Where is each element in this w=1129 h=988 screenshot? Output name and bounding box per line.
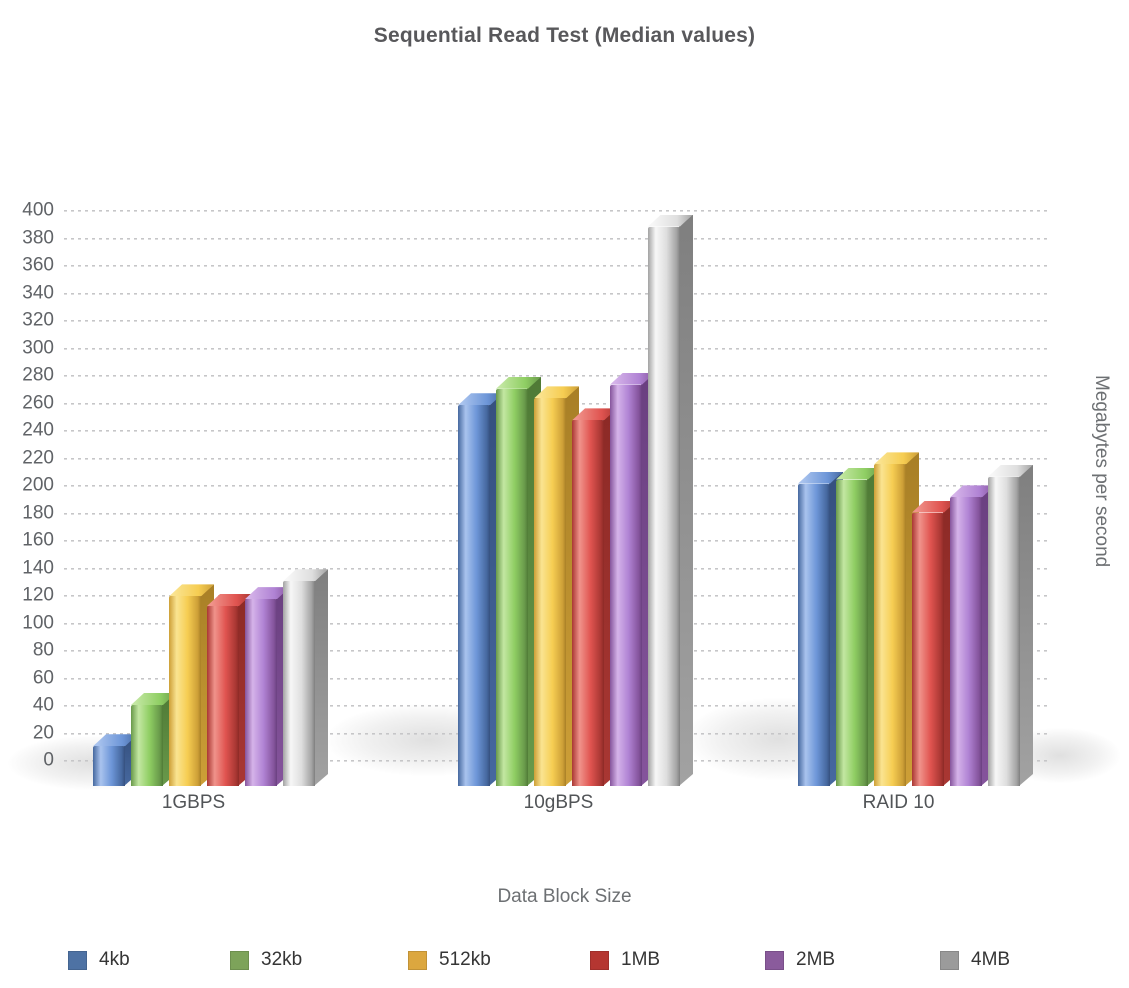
bar-top-face bbox=[207, 594, 252, 606]
y-gridline bbox=[64, 375, 1050, 377]
bar-top-face bbox=[93, 734, 138, 746]
bar-body bbox=[283, 581, 315, 786]
y-tick-label: 140 bbox=[22, 557, 54, 579]
bar-top-face bbox=[836, 468, 881, 480]
y-tick-label: 380 bbox=[22, 227, 54, 249]
legend-label: 32kb bbox=[261, 949, 303, 970]
bar-body bbox=[169, 596, 201, 786]
legend-item-4kb: 4kb bbox=[68, 949, 130, 971]
bar-body bbox=[950, 497, 982, 786]
bar-top-face bbox=[950, 485, 995, 497]
bar-body bbox=[610, 384, 642, 786]
y-tick-label: 200 bbox=[22, 474, 54, 496]
category-label-RAID 10: RAID 10 bbox=[862, 792, 935, 813]
y-tick-label: 280 bbox=[22, 364, 54, 386]
bar-body bbox=[496, 388, 528, 786]
bar-top-face bbox=[283, 569, 328, 581]
legend-item-512kb: 512kb bbox=[408, 949, 491, 971]
bar-body bbox=[93, 746, 125, 786]
bar-top-face bbox=[131, 693, 176, 705]
x-axis-title: Data Block Size bbox=[497, 886, 632, 907]
y-tick-label: 100 bbox=[22, 612, 54, 634]
bar-4MB-1GBPS bbox=[283, 569, 328, 786]
bar-top-face bbox=[798, 472, 843, 484]
legend-label: 4MB bbox=[971, 949, 1011, 970]
legend-swatch bbox=[68, 950, 87, 970]
y-gridline bbox=[64, 237, 1050, 240]
bar-4MB-RAID 10 bbox=[988, 465, 1033, 786]
bar-top-face bbox=[458, 393, 503, 405]
bar-4MB-10gBPS bbox=[648, 215, 693, 787]
chart-title: Sequential Read Test (Median values) bbox=[373, 24, 756, 47]
legend-label: 2MB bbox=[796, 949, 836, 970]
legend-item-2MB: 2MB bbox=[765, 949, 835, 971]
y-tick-label: 320 bbox=[22, 309, 54, 331]
bar-side-face bbox=[314, 569, 328, 786]
legend-label: 4kb bbox=[99, 949, 130, 970]
y-tick-label: 180 bbox=[22, 502, 54, 524]
legend-swatch bbox=[765, 950, 784, 970]
y-axis-title: Megabytes per second bbox=[1091, 375, 1112, 568]
y-tick-label: 120 bbox=[22, 584, 54, 606]
bar-body bbox=[648, 226, 680, 786]
y-tick-label: 160 bbox=[22, 529, 54, 551]
bar-side-face bbox=[679, 215, 693, 787]
bar-body bbox=[572, 420, 604, 786]
bar-4kb-10gBPS bbox=[458, 393, 503, 786]
bar-top-face bbox=[534, 386, 579, 398]
bar-top-face bbox=[648, 215, 693, 227]
bar-body bbox=[912, 512, 944, 786]
bar-top-face bbox=[988, 465, 1033, 477]
y-tick-label: 40 bbox=[32, 694, 54, 716]
y-tick-label: 340 bbox=[22, 282, 54, 304]
bar-top-face bbox=[610, 373, 655, 385]
legend-label: 1MB bbox=[621, 949, 661, 970]
y-tick-label: 300 bbox=[22, 337, 54, 359]
bar-body bbox=[458, 405, 490, 786]
y-tick-label: 260 bbox=[22, 392, 54, 414]
legend-swatch bbox=[590, 950, 609, 970]
bar-side-face bbox=[1019, 465, 1033, 786]
y-gridline bbox=[64, 265, 1050, 267]
legend-item-4MB: 4MB bbox=[940, 949, 1010, 971]
category-label-1GBPS: 1GBPS bbox=[161, 792, 226, 813]
y-tick-label: 80 bbox=[32, 639, 54, 661]
bar-body bbox=[534, 398, 566, 786]
legend-swatch bbox=[408, 950, 427, 970]
bar-body bbox=[245, 599, 277, 786]
category-label-10gBPS: 10gBPS bbox=[523, 792, 594, 813]
bar-top-face bbox=[874, 452, 919, 464]
legend-swatch bbox=[230, 950, 249, 970]
legend-item-32kb: 32kb bbox=[230, 949, 302, 971]
y-gridline bbox=[64, 347, 1050, 350]
bar-top-face bbox=[169, 584, 214, 596]
bar-body bbox=[798, 483, 830, 786]
y-tick-label: 220 bbox=[22, 447, 54, 469]
legend-item-1MB: 1MB bbox=[590, 949, 660, 971]
legend-label: 512kb bbox=[439, 949, 491, 970]
y-tick-label: 60 bbox=[32, 667, 54, 689]
y-tick-label: 20 bbox=[32, 722, 54, 744]
y-tick-label: 0 bbox=[43, 749, 54, 771]
bar-body bbox=[131, 705, 163, 786]
y-gridline bbox=[64, 320, 1050, 322]
y-tick-label: 360 bbox=[22, 254, 54, 276]
y-gridline bbox=[64, 292, 1050, 295]
bar-top-face bbox=[912, 501, 957, 513]
bar-body bbox=[874, 464, 906, 786]
y-tick-label: 240 bbox=[22, 419, 54, 441]
legend-swatch bbox=[940, 950, 959, 970]
y-gridline bbox=[64, 210, 1050, 212]
bar-body bbox=[207, 606, 239, 786]
bar-body bbox=[988, 476, 1020, 786]
y-tick-label: 400 bbox=[22, 199, 54, 221]
bar-top-face bbox=[572, 408, 617, 420]
bar-top-face bbox=[245, 587, 290, 599]
bar-body bbox=[836, 479, 868, 786]
bar-top-face bbox=[496, 377, 541, 389]
